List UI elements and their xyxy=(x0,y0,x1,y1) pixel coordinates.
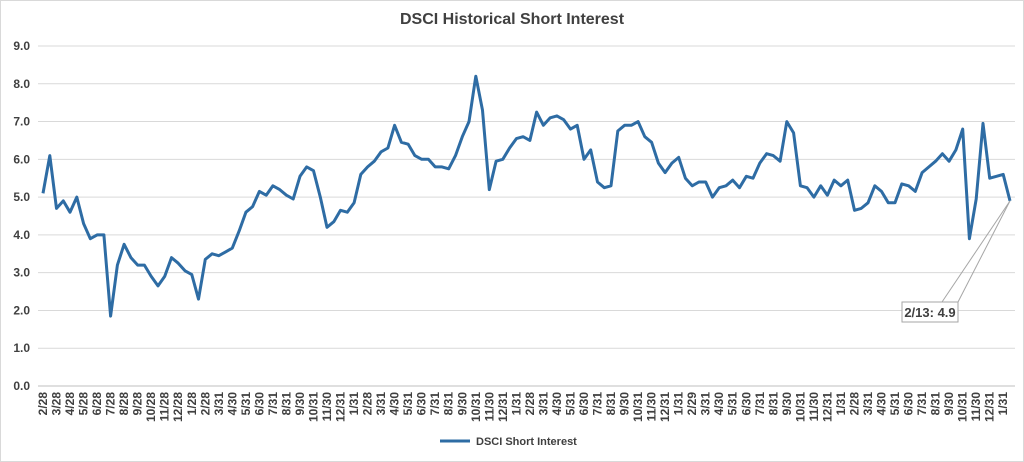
x-tick-label: 7/31 xyxy=(428,392,442,416)
x-tick-label: 2/28 xyxy=(361,392,375,416)
x-tick-label: 10/31 xyxy=(793,392,807,422)
x-tick-label: 9/30 xyxy=(455,392,469,416)
annotation-leader xyxy=(941,200,1011,303)
x-tick-label: 4/30 xyxy=(875,392,889,416)
annotation: 2/13: 4.9 xyxy=(904,305,955,320)
x-tick-label: 3/31 xyxy=(374,392,388,416)
line-series xyxy=(41,74,1012,318)
x-tick-label: 1/31 xyxy=(509,392,523,416)
x-tick-label: 3/31 xyxy=(536,392,550,416)
x-tick-label: 9/28 xyxy=(131,392,145,416)
x-tick-label: 4/30 xyxy=(388,392,402,416)
x-tick-label: 8/31 xyxy=(604,392,618,416)
x-tick-label: 10/28 xyxy=(144,392,158,422)
y-tick-label: 7.0 xyxy=(13,115,30,129)
x-tick-label: 6/30 xyxy=(415,392,429,416)
x-tick-label: 1/31 xyxy=(672,392,686,416)
x-tick-label: 4/30 xyxy=(712,392,726,416)
x-tick-label: 5/31 xyxy=(239,392,253,416)
x-tick-label: 8/31 xyxy=(279,392,293,416)
x-tick-label: 6/28 xyxy=(90,392,104,416)
x-tick-label: 2/29 xyxy=(685,392,699,416)
x-tick-label: 7/31 xyxy=(915,392,929,416)
x-tick-label: 11/30 xyxy=(482,392,496,422)
x-tick-label: 1/28 xyxy=(185,392,199,416)
x-tick-label: 1/31 xyxy=(996,392,1010,416)
x-tick-label: 8/31 xyxy=(766,392,780,416)
x-tick-label: 12/28 xyxy=(171,392,185,422)
x-tick-label: 12/31 xyxy=(334,392,348,422)
y-tick-label: 1.0 xyxy=(13,341,30,355)
x-tick-label: 5/31 xyxy=(563,392,577,416)
x-tick-label: 3/31 xyxy=(699,392,713,416)
y-tick-label: 4.0 xyxy=(13,228,30,242)
annotation-leader xyxy=(957,200,1011,303)
x-tick-label: 10/31 xyxy=(956,392,970,422)
y-tick-label: 9.0 xyxy=(13,39,30,53)
x-tick-label: 12/31 xyxy=(983,392,997,422)
x-tick-label: 1/31 xyxy=(834,392,848,416)
x-tick-label: 7/28 xyxy=(104,392,118,416)
chart-title: DSCI Historical Short Interest xyxy=(400,11,625,28)
y-tick-label: 2.0 xyxy=(13,303,30,317)
x-tick-label: 8/31 xyxy=(442,392,456,416)
y-tick-label: 8.0 xyxy=(13,77,30,91)
x-tick-label: 11/30 xyxy=(320,392,334,422)
x-tick-label: 4/30 xyxy=(225,392,239,416)
x-tick-label: 7/31 xyxy=(591,392,605,416)
x-tick-label: 9/30 xyxy=(780,392,794,416)
x-tick-label: 2/28 xyxy=(198,392,212,416)
y-tick-label: 3.0 xyxy=(13,266,30,280)
x-tick-label: 5/31 xyxy=(888,392,902,416)
x-tick-label: 12/31 xyxy=(820,392,834,422)
y-tick-label: 0.0 xyxy=(13,379,30,393)
x-tick-label: 6/30 xyxy=(577,392,591,416)
x-tick-label: 12/31 xyxy=(658,392,672,422)
x-tick-label: 12/31 xyxy=(496,392,510,422)
x-tick-label: 2/28 xyxy=(847,392,861,416)
x-tick-label: 11/30 xyxy=(807,392,821,422)
x-tick-label: 6/30 xyxy=(739,392,753,416)
x-tick-label: 10/31 xyxy=(306,392,320,422)
x-tick-label: 10/31 xyxy=(631,392,645,422)
x-tick-label: 6/30 xyxy=(252,392,266,416)
x-tick-label: 11/30 xyxy=(969,392,983,422)
x-tick-label: 5/31 xyxy=(401,392,415,416)
y-tick-label: 5.0 xyxy=(13,190,30,204)
x-tick-label: 3/31 xyxy=(212,392,226,416)
x-tick-label: 7/31 xyxy=(753,392,767,416)
legend-label: DSCI Short Interest xyxy=(476,436,577,448)
x-tick-label: 9/30 xyxy=(618,392,632,416)
x-tick-label: 2/28 xyxy=(36,392,50,416)
x-tick-label: 2/28 xyxy=(523,392,537,416)
x-tick-label: 3/31 xyxy=(861,392,875,416)
x-tick-label: 8/31 xyxy=(929,392,943,416)
x-tick-label: 3/28 xyxy=(50,392,64,416)
x-tick-label: 9/30 xyxy=(942,392,956,416)
x-tick-label: 5/31 xyxy=(726,392,740,416)
x-tick-label: 5/28 xyxy=(77,392,91,416)
x-tick-label: 9/30 xyxy=(293,392,307,416)
x-tick-label: 4/28 xyxy=(63,392,77,416)
x-tick-label: 8/28 xyxy=(117,392,131,416)
x-tick-label: 4/30 xyxy=(550,392,564,416)
x-tick-label: 11/28 xyxy=(158,392,172,422)
x-tick-label: 1/31 xyxy=(347,392,361,416)
x-tick-label: 11/30 xyxy=(645,392,659,422)
annotation-box xyxy=(901,301,959,323)
x-tick-label: 7/31 xyxy=(266,392,280,416)
y-tick-label: 6.0 xyxy=(13,152,30,166)
x-tick-label: 10/31 xyxy=(469,392,483,422)
x-tick-label: 6/30 xyxy=(902,392,916,416)
